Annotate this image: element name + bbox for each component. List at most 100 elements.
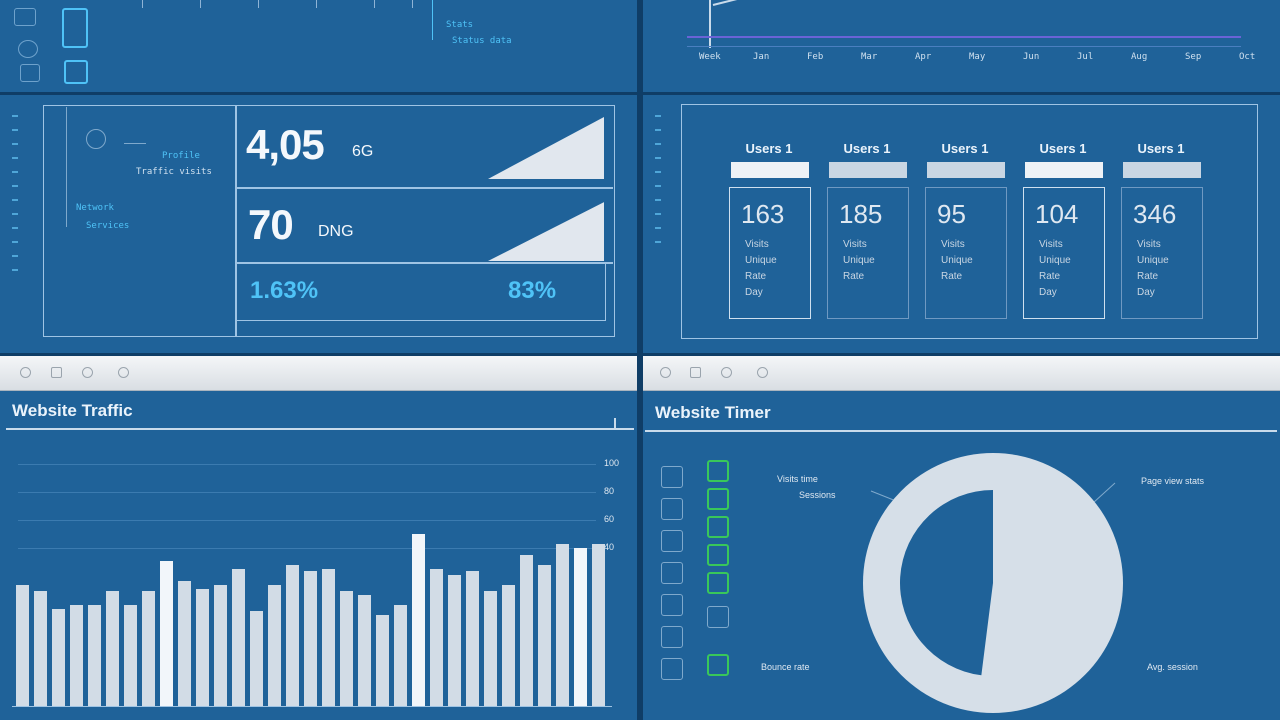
- network-icon: [707, 544, 729, 566]
- metric-secondary-fill: [488, 202, 604, 261]
- minimize-button[interactable]: [690, 367, 701, 378]
- side-rail: [0, 95, 30, 353]
- timer-pie-chart: [863, 453, 1123, 713]
- network-icon: [86, 129, 106, 149]
- close-button[interactable]: [20, 367, 31, 378]
- metric-primary-unit: 6G: [352, 143, 374, 160]
- user-card-detail: Rate: [843, 271, 865, 282]
- row-divider: [236, 262, 613, 264]
- user-column-title: Users 1: [745, 141, 793, 156]
- connector-line: [432, 0, 433, 40]
- side-label: Services: [86, 221, 130, 231]
- user-card-value: 104: [1035, 199, 1079, 229]
- pie-label: Avg. session: [1147, 662, 1198, 672]
- x-axis-tick-label: Mar: [861, 52, 878, 62]
- user-column-bar: [927, 162, 1005, 178]
- traffic-bar: [124, 605, 137, 706]
- traffic-bar: [106, 590, 119, 706]
- traffic-bar: [160, 560, 173, 706]
- sidebar-divider: [235, 105, 237, 337]
- box-icon: [707, 654, 729, 676]
- top-right-panel: Week Jan Feb Mar Apr May Jun Jul Aug Sep Oct: [643, 0, 1280, 92]
- percent-right: 83%: [508, 277, 557, 304]
- axis-tick: [374, 0, 375, 8]
- traffic-bar-chart: [16, 504, 610, 706]
- divider: [637, 0, 643, 720]
- refresh-button[interactable]: [757, 367, 768, 378]
- x-axis: [12, 706, 612, 707]
- traffic-window: Website Traffic 100 80 60 40: [0, 356, 637, 720]
- user-card-detail: Unique: [1137, 255, 1169, 266]
- side-rail: [643, 95, 673, 353]
- user-card-detail: Day: [1137, 287, 1155, 298]
- percent-left: 1.63%: [250, 277, 319, 304]
- metric-primary-fill: [488, 117, 604, 179]
- user-card-detail: Rate: [1137, 271, 1159, 282]
- user-icon: [661, 530, 683, 552]
- divider: [0, 92, 1280, 95]
- line-chart-axis: [709, 0, 711, 48]
- user-card-value: 95: [937, 199, 966, 229]
- y-axis-label: 40: [604, 542, 615, 552]
- traffic-bar: [538, 564, 551, 706]
- legend-label: Status data: [452, 36, 512, 46]
- rail-icon-2: [18, 40, 38, 58]
- user-column-title: Users 1: [843, 141, 891, 156]
- traffic-bar: [556, 544, 569, 706]
- user-card-detail: Rate: [941, 271, 963, 282]
- maximize-button[interactable]: [82, 367, 93, 378]
- user-card-detail: Rate: [745, 271, 767, 282]
- grid-line: [18, 548, 596, 549]
- user-card-detail: Visits: [941, 239, 965, 250]
- axis-tick: [316, 0, 317, 8]
- traffic-bar: [250, 611, 263, 706]
- traffic-bar: [196, 588, 209, 706]
- traffic-bar: [340, 590, 353, 706]
- user-column-bar: [1123, 162, 1201, 178]
- x-axis-tick-label: Feb: [807, 52, 824, 62]
- user-column-bar: [1025, 162, 1103, 178]
- x-axis-tick-label: Week: [699, 52, 721, 62]
- pie-slice: [900, 490, 993, 676]
- user-column-bar: [829, 162, 907, 178]
- refresh-button[interactable]: [118, 367, 129, 378]
- gear-icon: [661, 562, 683, 584]
- users-frame: [681, 104, 1258, 339]
- y-axis-label: 100: [604, 458, 620, 468]
- traffic-bar: [412, 534, 425, 706]
- user-card-detail: Unique: [941, 255, 973, 266]
- rail-icon-3: [20, 64, 40, 82]
- traffic-bar: [520, 554, 533, 706]
- traffic-bar: [304, 570, 317, 706]
- traffic-bar: [268, 584, 281, 706]
- monitor-icon: [707, 572, 729, 594]
- metric-primary-value: 4,05: [246, 121, 325, 168]
- x-axis-tick-label: Aug: [1131, 52, 1148, 62]
- traffic-bar: [52, 609, 65, 706]
- y-axis-label: 80: [604, 486, 615, 496]
- user-card-value: 185: [839, 199, 883, 229]
- timer-window: Website Timer Visits time Sessions Page …: [643, 356, 1280, 720]
- mail-icon: [661, 594, 683, 616]
- y-axis-label: 60: [604, 514, 615, 524]
- x-axis-tick-label: Jul: [1077, 52, 1094, 62]
- axis-tick: [258, 0, 259, 8]
- x-axis-tick-label: Apr: [915, 52, 932, 62]
- legend-label: Stats: [446, 20, 474, 30]
- title-rule: [645, 430, 1277, 432]
- series-line: [687, 46, 1241, 47]
- traffic-bar: [16, 584, 29, 706]
- close-button[interactable]: [660, 367, 671, 378]
- minimize-button[interactable]: [51, 367, 62, 378]
- traffic-bar: [34, 590, 47, 706]
- maximize-button[interactable]: [721, 367, 732, 378]
- database-icon: [707, 488, 729, 510]
- title-rule-accent: [614, 418, 616, 428]
- user-card: [827, 187, 909, 319]
- side-label: Network: [76, 203, 114, 213]
- traffic-bar: [394, 605, 407, 706]
- traffic-bar: [142, 590, 155, 706]
- metric-secondary-value: 70: [248, 201, 294, 248]
- traffic-titlebar: [0, 356, 637, 391]
- traffic-bar: [484, 590, 497, 706]
